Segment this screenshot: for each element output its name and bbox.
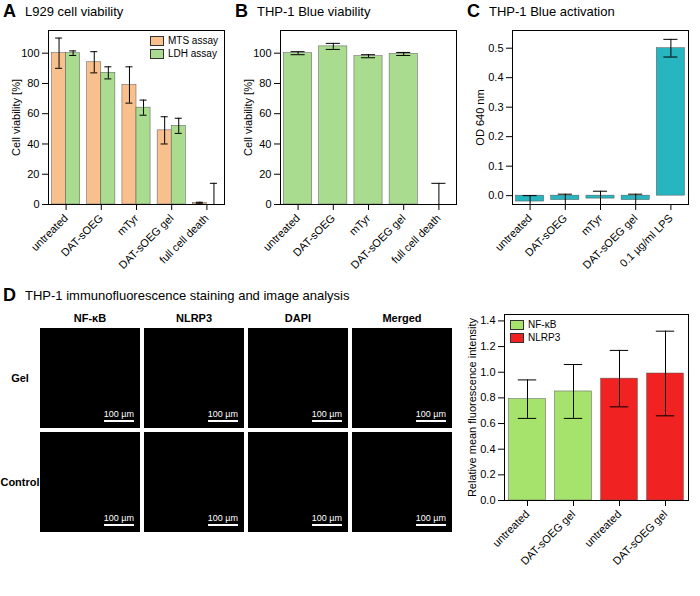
- svg-text:OD 640 nm: OD 640 nm: [474, 89, 486, 145]
- html-text:D: D: [3, 284, 16, 305]
- svg-text:0.5: 0.5: [488, 42, 503, 54]
- html-text:NLRP3: NLRP3: [528, 332, 561, 343]
- html-text:100 µm: 100 µm: [207, 513, 238, 523]
- svg-text:100: 100: [21, 47, 39, 59]
- html-text:B: B: [235, 0, 248, 21]
- svg-text:DAT-sOEG: DAT-sOEG: [58, 212, 105, 259]
- svg-text:0.3: 0.3: [488, 101, 503, 113]
- html-text:LDH assay: LDH assay: [168, 48, 217, 59]
- svg-text:0.8: 0.8: [480, 391, 495, 403]
- html-text:NF-κB: NF-κB: [528, 319, 557, 330]
- html-text:100 µm: 100 µm: [311, 409, 342, 419]
- svg-text:80: 80: [27, 77, 39, 89]
- html-text:DAPI: DAPI: [284, 312, 312, 324]
- html-text:Merged: Merged: [382, 312, 422, 324]
- svg-text:0.2: 0.2: [488, 130, 503, 142]
- svg-text:mTyr: mTyr: [579, 212, 605, 238]
- svg-text:Cell viability [%]: Cell viability [%]: [10, 79, 22, 156]
- svg-text:20: 20: [259, 168, 271, 180]
- svg-text:40: 40: [27, 137, 39, 149]
- svg-text:0.2: 0.2: [480, 468, 495, 480]
- svg-text:1.2: 1.2: [480, 340, 495, 352]
- svg-text:full cell death: full cell death: [389, 212, 443, 266]
- svg-text:100: 100: [253, 47, 271, 59]
- svg-text:0.4: 0.4: [488, 71, 503, 83]
- svg-text:60: 60: [259, 107, 271, 119]
- svg-text:80: 80: [259, 77, 271, 89]
- html-text:THP-1 Blue activation: THP-1 Blue activation: [489, 3, 615, 19]
- svg-text:0.0: 0.0: [488, 189, 503, 201]
- svg-text:Cell viability [%]: Cell viability [%]: [242, 79, 254, 156]
- svg-text:DAT-sOEG gel: DAT-sOEG gel: [580, 211, 640, 272]
- svg-text:DAT-sOEG gel: DAT-sOEG gel: [610, 508, 669, 567]
- html-text:C: C: [467, 0, 480, 21]
- svg-text:DAT-sOEG gel: DAT-sOEG gel: [348, 211, 408, 272]
- html-text:100 µm: 100 µm: [207, 409, 238, 419]
- svg-text:1.0: 1.0: [480, 366, 495, 378]
- svg-text:DAT-sOEG: DAT-sOEG: [522, 212, 569, 259]
- svg-text:1.4: 1.4: [480, 314, 495, 326]
- svg-text:untreated: untreated: [490, 508, 531, 549]
- svg-text:40: 40: [259, 137, 271, 149]
- html-text:L929 cell viability: L929 cell viability: [25, 3, 124, 19]
- svg-text:Relative mean fluorescence int: Relative mean fluorescence intensity: [466, 317, 478, 497]
- svg-text:0: 0: [33, 198, 39, 210]
- svg-text:mTyr: mTyr: [115, 212, 141, 238]
- svg-text:0.1: 0.1: [488, 160, 503, 172]
- svg-text:untreated: untreated: [582, 508, 623, 549]
- html-text:100 µm: 100 µm: [311, 513, 342, 523]
- svg-text:untreated: untreated: [28, 211, 70, 254]
- html-text:NLRP3: NLRP3: [176, 312, 212, 324]
- svg-text:DAT-sOEG: DAT-sOEG: [290, 212, 337, 259]
- svg-text:20: 20: [27, 168, 39, 180]
- html-text:NF-κB: NF-κB: [73, 312, 107, 324]
- svg-text:0.1 µg/ml LPS: 0.1 µg/ml LPS: [617, 212, 675, 270]
- html-text:100 µm: 100 µm: [103, 409, 134, 419]
- svg-text:0.6: 0.6: [480, 417, 495, 429]
- svg-text:DAT-sOEG gel: DAT-sOEG gel: [518, 508, 577, 567]
- svg-text:full cell death: full cell death: [157, 212, 211, 266]
- html-text:Control: Control: [0, 476, 40, 488]
- html-text:100 µm: 100 µm: [103, 513, 134, 523]
- svg-text:0.4: 0.4: [480, 443, 495, 455]
- svg-text:untreated: untreated: [260, 211, 302, 254]
- svg-text:0.0: 0.0: [480, 494, 495, 506]
- html-text:THP-1 immunofluorescence stain: THP-1 immunofluorescence staining and im…: [25, 287, 350, 303]
- html-text:MTS assay: MTS assay: [168, 35, 218, 46]
- html-text:100 µm: 100 µm: [415, 409, 446, 419]
- svg-text:untreated: untreated: [492, 211, 534, 254]
- html-text:A: A: [3, 0, 16, 21]
- svg-text:mTyr: mTyr: [347, 212, 373, 238]
- html-text:THP-1 Blue viability: THP-1 Blue viability: [257, 3, 371, 19]
- svg-text:60: 60: [27, 107, 39, 119]
- html-text:Gel: Gel: [11, 372, 29, 384]
- svg-text:DAT-sOEG gel: DAT-sOEG gel: [116, 211, 176, 272]
- html-text:100 µm: 100 µm: [415, 513, 446, 523]
- svg-text:0: 0: [265, 198, 271, 210]
